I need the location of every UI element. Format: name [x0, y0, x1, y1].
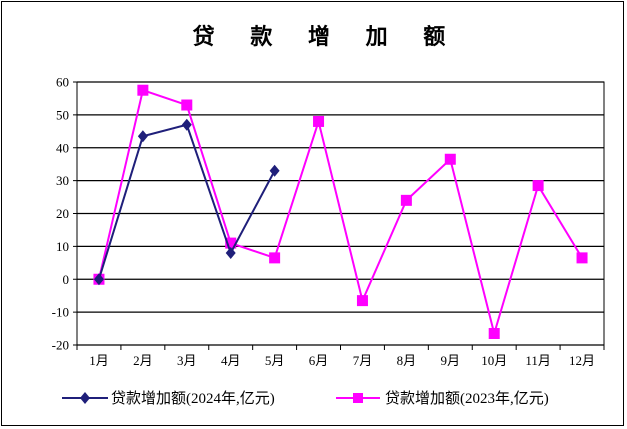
y-tick-label: 40 [56, 140, 69, 155]
data-point-2024 [137, 130, 148, 143]
axis-layer: -20 -10 0 10 20 30 40 50 60 1月 2月 3月 4月 5月 6月 7月 8月 9月 10月… [52, 75, 605, 368]
x-tick-label: 10月 [481, 353, 507, 368]
data-point-2023 [181, 99, 193, 111]
y-tick-label: 20 [56, 206, 69, 221]
x-tick-label: 6月 [309, 353, 329, 368]
data-point-2023 [488, 327, 500, 339]
x-tick-label: 2月 [133, 353, 153, 368]
data-point-2023 [269, 252, 281, 264]
data-point-2024 [225, 246, 236, 259]
data-point-2024 [269, 164, 280, 177]
x-tick-label: 4月 [221, 353, 241, 368]
y-tick-label: 10 [56, 239, 69, 254]
y-tick-label: -20 [52, 338, 69, 353]
data-point-2023 [356, 295, 368, 307]
x-tick-label: 8月 [397, 353, 417, 368]
y-tick-label: 0 [63, 272, 70, 287]
series-line-2023 [97, 88, 583, 338]
x-tick-label: 12月 [569, 353, 595, 368]
x-tick-label: 1月 [89, 353, 109, 368]
y-tick-label: -10 [52, 305, 69, 320]
y-tick-label: 30 [56, 173, 69, 188]
data-point-2023 [400, 194, 412, 206]
legend-marker-2024 [80, 392, 90, 404]
data-point-2023 [532, 180, 544, 192]
x-tick-label: 7月 [353, 353, 373, 368]
legend-label-2024: 贷款增加额(2024年,亿元) [111, 390, 275, 407]
data-point-2023 [313, 115, 325, 127]
x-tick-label: 9月 [441, 353, 461, 368]
y-tick-label: 50 [56, 107, 69, 122]
x-tick-label: 5月 [265, 353, 285, 368]
chart-title: 贷 款 增 加 额 [193, 24, 460, 50]
legend: 贷款增加额(2024年,亿元) 贷款增加额(2023年,亿元) [62, 390, 549, 407]
data-point-2023 [576, 252, 588, 264]
x-tick-label: 11月 [525, 353, 551, 368]
series-layer [93, 84, 588, 339]
data-point-2023 [225, 237, 237, 249]
legend-label-2023: 贷款增加额(2023年,亿元) [385, 390, 549, 407]
data-point-2024 [93, 273, 104, 286]
data-point-2023 [137, 84, 149, 96]
y-tick-label: 60 [56, 75, 69, 90]
data-point-2024 [181, 118, 192, 131]
data-point-2023 [444, 153, 456, 165]
legend-marker-2023 [353, 393, 363, 403]
x-tick-label: 3月 [177, 353, 197, 368]
